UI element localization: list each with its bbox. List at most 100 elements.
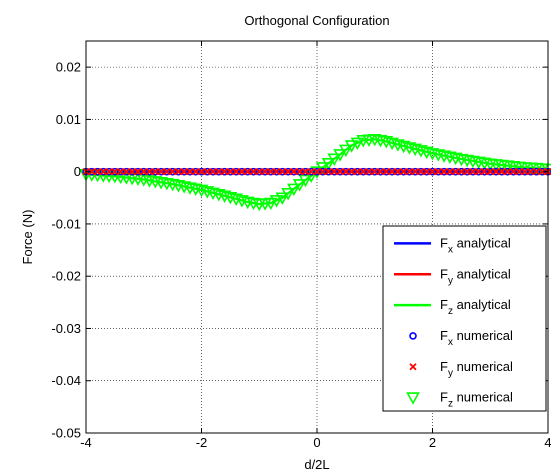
marker-fy-numerical-stroke (203, 168, 211, 176)
y-tick-label: -0.04 (51, 373, 81, 388)
marker-fy-numerical-stroke (313, 168, 321, 176)
marker-fy-numerical (382, 168, 390, 176)
marker-fy-numerical (128, 168, 136, 176)
marker-fy-numerical (244, 168, 252, 176)
y-tick-label: 0.02 (56, 60, 81, 75)
marker-fy-numerical-stroke (382, 168, 390, 176)
marker-fy-numerical-stroke (93, 168, 102, 176)
marker-fy-numerical-stroke (174, 168, 183, 176)
y-tick-label: -0.03 (51, 321, 81, 336)
marker-fy-numerical (255, 168, 263, 176)
axis-ticks: -4 -2 0 2 4 -0.05 -0.04 -0.03 -0.02 -0.01 0 0.01 0.0… (51, 41, 551, 450)
marker-fy-numerical-stroke (324, 168, 333, 176)
marker-fz-numerical (269, 195, 284, 208)
marker-fy-numerical-stroke (209, 168, 217, 176)
marker-fy-numerical-stroke (365, 168, 373, 176)
marker-fy-numerical (226, 168, 235, 176)
marker-fy-numerical (428, 168, 437, 176)
marker-fy-numerical (365, 168, 373, 176)
marker-fy-numerical (215, 168, 223, 176)
marker-fy-numerical (359, 168, 367, 176)
marker-fy-numerical-stroke (145, 168, 154, 176)
marker-fy-numerical (463, 168, 471, 176)
marker-fz-numerical (327, 153, 342, 167)
marker-fy-numerical-stroke (359, 168, 367, 176)
marker-fy-numerical (105, 168, 113, 176)
marker-fy-numerical (99, 168, 107, 176)
marker-fy-numerical (440, 168, 448, 176)
marker-fy-numerical (180, 168, 188, 176)
marker-fy-numerical-stroke (128, 168, 136, 176)
marker-fy-numerical (388, 168, 396, 176)
marker-fz-numerical (333, 149, 347, 162)
marker-fy-numerical-stroke (261, 168, 269, 176)
marker-fy-numerical (93, 168, 102, 176)
legend-label-fx-analytical: Fx analytical (440, 235, 511, 255)
marker-fy-numerical (521, 168, 529, 176)
marker-fy-numerical (209, 168, 217, 176)
y-axis-label: Force (N) (20, 210, 35, 265)
marker-fy-numerical (267, 168, 275, 176)
y-tick-label: -0.01 (51, 216, 81, 231)
legend-label-symbol: F (440, 390, 448, 405)
legend-label-subscript: z (448, 399, 453, 410)
marker-fy-numerical-stroke (157, 168, 165, 176)
marker-fy-numerical-stroke (428, 168, 437, 176)
marker-fy-numerical (117, 168, 125, 176)
marker-fy-numerical (272, 168, 281, 176)
series-layer (79, 133, 551, 212)
marker-fy-numerical-stroke (527, 168, 535, 176)
x-tick-label: 4 (544, 435, 551, 450)
marker-fy-numerical-stroke (105, 168, 113, 176)
marker-fy-numerical (538, 168, 546, 176)
legend-label-subscript: x (448, 244, 453, 255)
marker-fy-numerical-stroke (515, 168, 523, 176)
marker-fy-numerical (515, 168, 523, 176)
marker-fy-numerical-stroke (111, 168, 119, 176)
marker-fz-numerical (281, 188, 295, 201)
marker-fy-numerical (423, 168, 431, 176)
marker-fy-numerical (220, 168, 229, 176)
marker-fy-numerical (469, 168, 477, 176)
legend-label-text: numerical (453, 328, 513, 343)
marker-fy-numerical-stroke (255, 168, 263, 176)
marker-fy-numerical-stroke (376, 168, 385, 176)
y-tick-label: -0.05 (51, 426, 81, 441)
marker-fy-numerical-stroke (163, 168, 171, 176)
legend-swatch-fz-numerical (406, 392, 420, 405)
legend-label-fy-analytical: Fy analytical (440, 266, 511, 286)
marker-fy-numerical-stroke (353, 168, 362, 176)
marker-fy-numerical (192, 168, 200, 176)
marker-fy-numerical-stroke (197, 168, 206, 176)
marker-fy-numerical (498, 168, 506, 176)
marker-fy-numerical-stroke (117, 168, 125, 176)
marker-fy-numerical-stroke (151, 168, 159, 176)
marker-fy-numerical-stroke (463, 168, 471, 176)
marker-fy-numerical-stroke (538, 168, 546, 176)
legend-label-text: numerical (453, 390, 513, 405)
legend-label-text: analytical (453, 297, 511, 312)
marker-fy-numerical-stroke (521, 168, 529, 176)
marker-fy-numerical (376, 168, 385, 176)
x-tick-label: 2 (429, 435, 436, 450)
marker-fy-numerical (163, 168, 171, 176)
marker-fy-numerical (348, 168, 356, 176)
legend-label-fz-numerical: Fz numerical (440, 390, 513, 410)
marker-fy-numerical (111, 168, 119, 176)
marker-fy-numerical (371, 168, 379, 176)
legend-label-text: analytical (453, 266, 511, 281)
legend-label-fz-analytical: Fz analytical (440, 297, 511, 317)
marker-fy-numerical (353, 168, 362, 176)
legend-swatch-fy-numerical (409, 363, 417, 371)
legend-label-subscript: y (448, 368, 453, 379)
marker-fy-numerical (232, 168, 240, 176)
marker-fy-numerical (290, 168, 298, 176)
marker-fy-numerical (284, 168, 292, 176)
marker-fy-numerical-stroke (371, 168, 379, 176)
marker-fy-numerical-stroke (226, 168, 235, 176)
marker-fy-numerical-stroke (249, 168, 258, 176)
marker-fz-numerical (292, 179, 307, 192)
marker-fz-numerical (275, 192, 290, 205)
marker-fz-numerical (344, 140, 359, 153)
